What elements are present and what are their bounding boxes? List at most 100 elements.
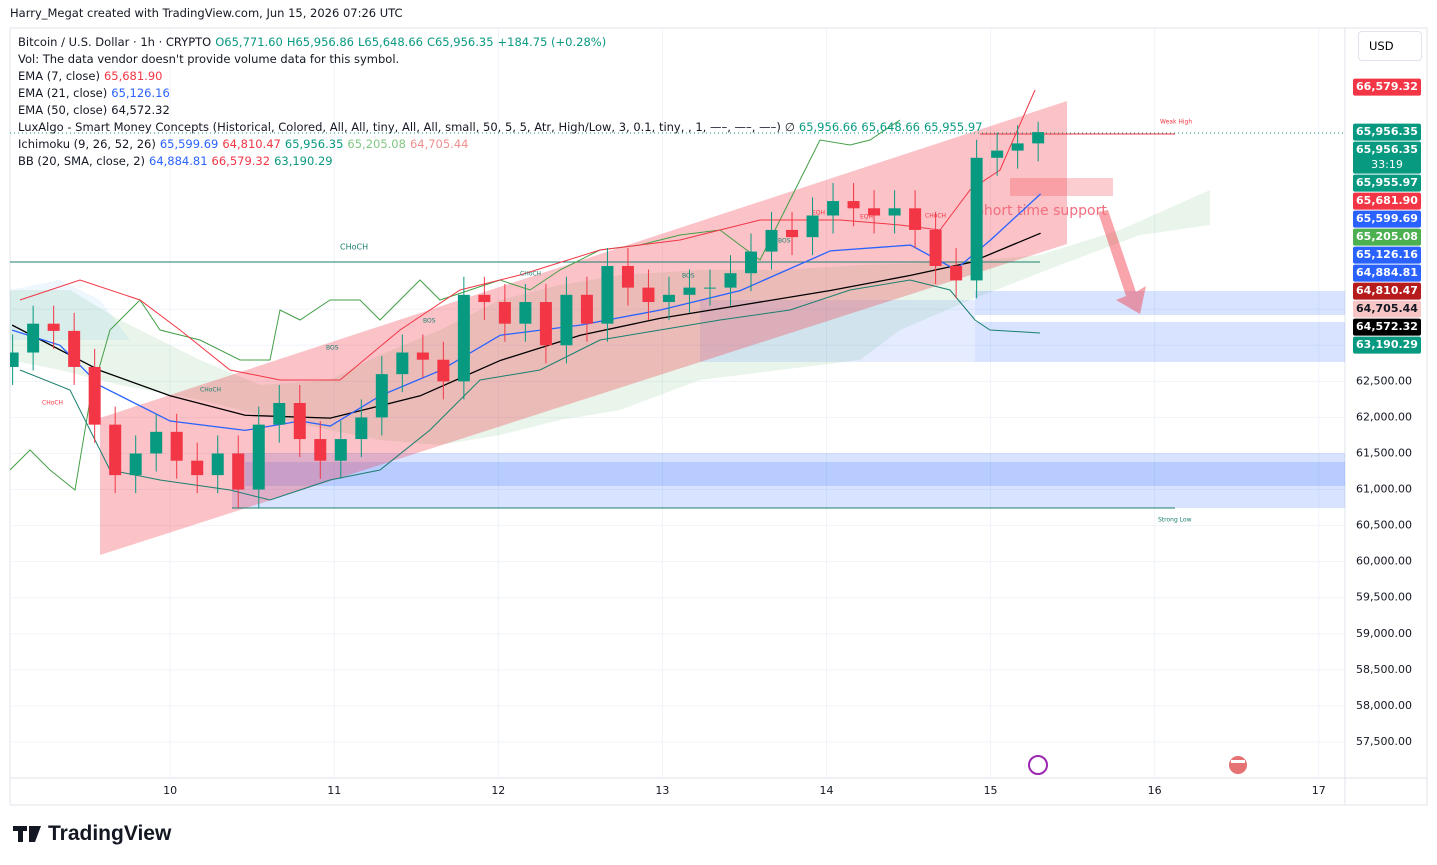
choch-label: CHoCH	[200, 387, 221, 394]
weak-high-label: Weak High	[1160, 119, 1192, 126]
candle-body	[806, 215, 819, 238]
bos-label: BOS	[778, 238, 791, 245]
x-tick-label: 13	[655, 784, 669, 797]
candle-body	[232, 453, 245, 490]
indicator-value: 64,810.47	[222, 137, 281, 151]
demand-zone-inner	[245, 462, 1345, 486]
logo-mark	[29, 826, 41, 842]
y-tick-label: 59,000.00	[1356, 627, 1412, 640]
indicator: EMA (50, close)	[18, 103, 108, 117]
price-badge	[1353, 336, 1421, 354]
candle-body	[909, 208, 922, 230]
candle-body	[827, 201, 840, 216]
candle-body	[847, 201, 860, 209]
candle-body	[437, 359, 450, 382]
candle-body	[498, 302, 511, 324]
choch-label: CHoCH	[520, 271, 541, 278]
indicator-line	[11, 232, 1041, 419]
price-badge-label: 65,956.35	[1356, 125, 1418, 138]
symbol: Bitcoin / U.S. Dollar · 1h · CRYPTO	[18, 35, 212, 49]
price-badge	[1353, 282, 1421, 300]
candle-body	[888, 208, 901, 216]
candle-body	[396, 352, 409, 375]
choch-label: CHoCH	[42, 400, 63, 407]
x-tick-label: 11	[327, 784, 341, 797]
strong-low-label: Strong Low	[1158, 517, 1192, 524]
candle-body	[970, 157, 983, 281]
candle-body	[580, 294, 593, 324]
indicator-value: 65,205.08	[347, 137, 406, 151]
change: +184.75 (+0.28%)	[497, 35, 607, 49]
candle-body	[786, 229, 799, 238]
candle-body	[68, 330, 81, 367]
candle-body	[1032, 132, 1045, 144]
y-tick-label: 61,000.00	[1356, 483, 1412, 496]
candle-body	[27, 323, 40, 353]
x-tick-label: 14	[819, 784, 833, 797]
legend-row: EMA (21, close) 65,126.16	[18, 85, 986, 102]
indicator: EMA (21, close)	[18, 86, 108, 100]
price-badge-label: 65,126.16	[1356, 248, 1418, 261]
indicator-value: 65,956.66	[798, 120, 858, 134]
demand-zone	[232, 453, 1345, 508]
legend-row: BB (20, SMA, close, 2) 64,884.81 66,579.32…	[18, 153, 986, 170]
candle-body	[355, 417, 368, 440]
candle-body	[950, 265, 963, 281]
candle-body	[683, 287, 696, 295]
candle-body	[745, 251, 758, 274]
x-tick-label: 10	[163, 784, 177, 797]
candle-body	[991, 150, 1004, 158]
flag-icon[interactable]	[1227, 754, 1249, 776]
indicator-value: 65,648.66	[861, 120, 920, 134]
candle-body	[621, 265, 634, 288]
indicator-value: 65,955.97	[923, 120, 983, 134]
price-badge-label: 64,572.32	[1356, 320, 1418, 333]
y-tick-label: 58,500.00	[1356, 663, 1412, 676]
candle-body	[47, 323, 60, 331]
indicator-value: 64,884.81	[149, 154, 208, 168]
ohlc: L65,648.66	[358, 35, 423, 49]
eqh-label: EQH	[860, 214, 873, 221]
price-badge-label: 65,205.08	[1356, 230, 1418, 243]
frame	[9, 27, 1428, 806]
legend-row: LuxAlgo - Smart Money Concepts (Historic…	[18, 119, 986, 136]
candle-body	[478, 294, 491, 303]
candle-body	[724, 273, 737, 288]
y-tick-label: 62,000.00	[1356, 410, 1412, 423]
price-badge	[1353, 174, 1421, 192]
flag-stripe	[1231, 760, 1245, 763]
currency-button[interactable]: USD	[1358, 31, 1422, 61]
price-badge-label: 64,810.47	[1356, 284, 1418, 297]
x-tick-label: 16	[1148, 784, 1162, 797]
price-badge	[1353, 210, 1421, 228]
bos-label: BOS	[682, 273, 695, 280]
axes: 10 11 12 13 14 15 16 17 57,500.00 58,000.00 58,500…	[163, 78, 1421, 797]
y-tick-label: 58,000.00	[1356, 699, 1412, 712]
x-tick-label: 17	[1312, 784, 1326, 797]
price-badge-label: 66,579.32	[1356, 80, 1418, 93]
candle-body	[273, 403, 286, 425]
support-zone	[975, 291, 1345, 315]
indicator-value: 65,681.90	[103, 69, 163, 83]
price-badge	[1353, 264, 1421, 282]
y-tick-label: 62,500.00	[1356, 374, 1412, 387]
legend-row: Bitcoin / U.S. Dollar · 1h · CRYPTO O65,7…	[18, 34, 986, 51]
candle-body	[150, 431, 163, 454]
candle-body	[109, 424, 122, 476]
candle-body	[868, 208, 881, 216]
price-badge	[1353, 318, 1421, 336]
support-zone-2	[975, 322, 1345, 362]
price-badge-label: 64,705.44	[1356, 302, 1418, 315]
candle-body	[1011, 143, 1024, 151]
supply-zone	[1010, 178, 1113, 196]
candle-body	[642, 287, 655, 303]
price-badge-label: 65,955.97	[1356, 176, 1418, 189]
candle-body	[601, 265, 614, 324]
indicator-value: 63,190.29	[274, 154, 333, 168]
logo-mark	[18, 826, 23, 842]
candle-body	[191, 460, 204, 476]
event-icon[interactable]	[1028, 755, 1048, 775]
legend: Bitcoin / U.S. Dollar · 1h · CRYPTO O65,7…	[18, 34, 986, 170]
support-arrow	[1098, 210, 1146, 314]
